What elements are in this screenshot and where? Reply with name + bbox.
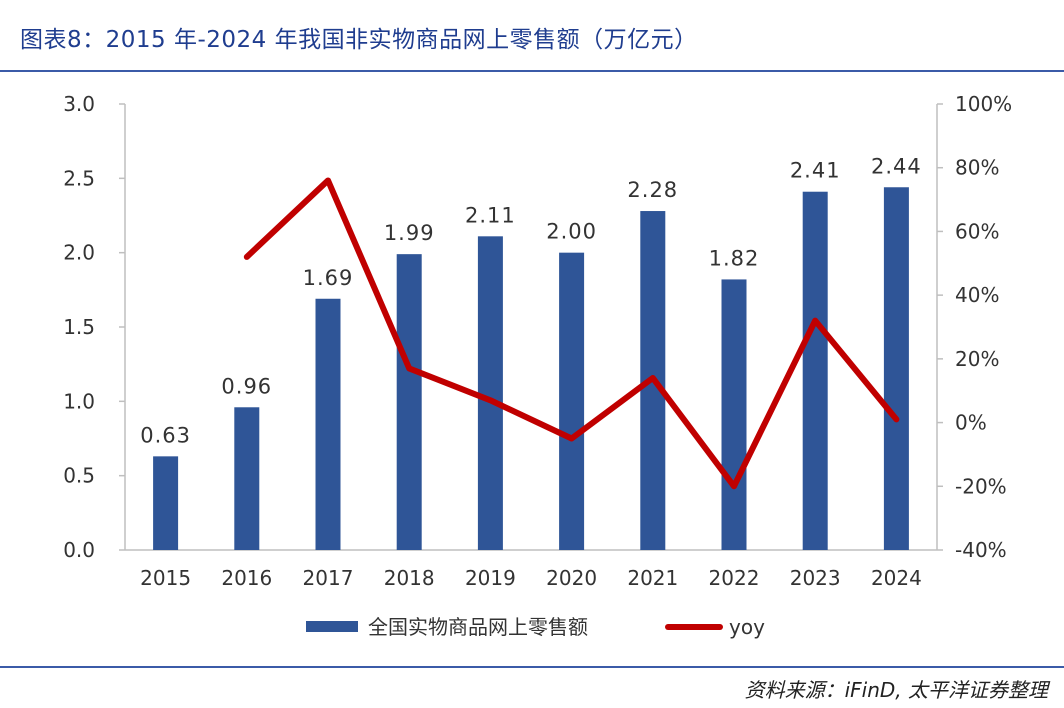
x-tick-label: 2015 (140, 566, 191, 590)
bar-value-label: 1.99 (384, 221, 435, 245)
left-tick-label: 3.0 (63, 92, 95, 116)
legend-label-bar: 全国实物商品网上零售额 (368, 615, 588, 639)
right-tick-label: 40% (955, 283, 999, 307)
bar-value-label: 2.44 (871, 154, 922, 178)
bar (721, 279, 747, 550)
header-divider (0, 70, 1064, 72)
bar-value-label: 0.63 (140, 423, 191, 447)
x-tick-label: 2024 (871, 566, 922, 590)
x-tick-label: 2021 (627, 566, 678, 590)
right-tick-label: 100% (955, 92, 1012, 116)
bar-value-label: 0.96 (221, 374, 272, 398)
x-tick-label: 2022 (709, 566, 760, 590)
bar-value-label: 2.11 (465, 203, 516, 227)
left-tick-label: 0.5 (63, 464, 95, 488)
right-tick-label: -20% (955, 474, 1007, 498)
x-tick-label: 2018 (384, 566, 435, 590)
right-tick-label: -40% (955, 538, 1007, 562)
x-tick-label: 2020 (546, 566, 597, 590)
right-tick-label: 60% (955, 219, 999, 243)
bar (802, 191, 828, 551)
x-tick-label: 2017 (303, 566, 354, 590)
right-tick-label: 80% (955, 156, 999, 180)
left-tick-label: 2.5 (63, 166, 95, 190)
right-tick-label: 20% (955, 347, 999, 371)
bar-value-label: 1.69 (303, 266, 354, 290)
bar (477, 236, 503, 550)
bar-value-label: 1.82 (709, 246, 760, 270)
left-tick-label: 1.5 (63, 315, 95, 339)
left-tick-label: 0.0 (63, 538, 95, 562)
bar (153, 456, 179, 550)
bar (883, 187, 909, 550)
source-note: 资料来源：iFinD, 太平洋证券整理 (744, 678, 1048, 702)
chart-title: 图表8：2015 年-2024 年我国非实物商品网上零售额（万亿元） (20, 27, 698, 53)
bar (315, 298, 341, 550)
right-tick-label: 0% (955, 411, 987, 435)
x-tick-label: 2016 (221, 566, 272, 590)
footer-divider (0, 666, 1064, 668)
bar (234, 407, 260, 550)
bar-value-label: 2.28 (627, 178, 678, 202)
x-tick-label: 2023 (790, 566, 841, 590)
left-tick-label: 1.0 (63, 389, 95, 413)
bar-value-label: 2.00 (546, 220, 597, 244)
bar (559, 252, 585, 550)
chart-canvas: 0.0 0.5 1.0 1.5 2.0 2.5 3.0 -40% -20% 0% 20% 40% 60%… (63, 92, 1012, 639)
bar-value-label: 2.41 (790, 159, 841, 183)
legend-swatch-bar (306, 621, 358, 632)
x-tick-label: 2019 (465, 566, 516, 590)
legend-label-line: yoy (729, 615, 765, 639)
bar (396, 254, 422, 551)
left-tick-label: 2.0 (63, 241, 95, 265)
